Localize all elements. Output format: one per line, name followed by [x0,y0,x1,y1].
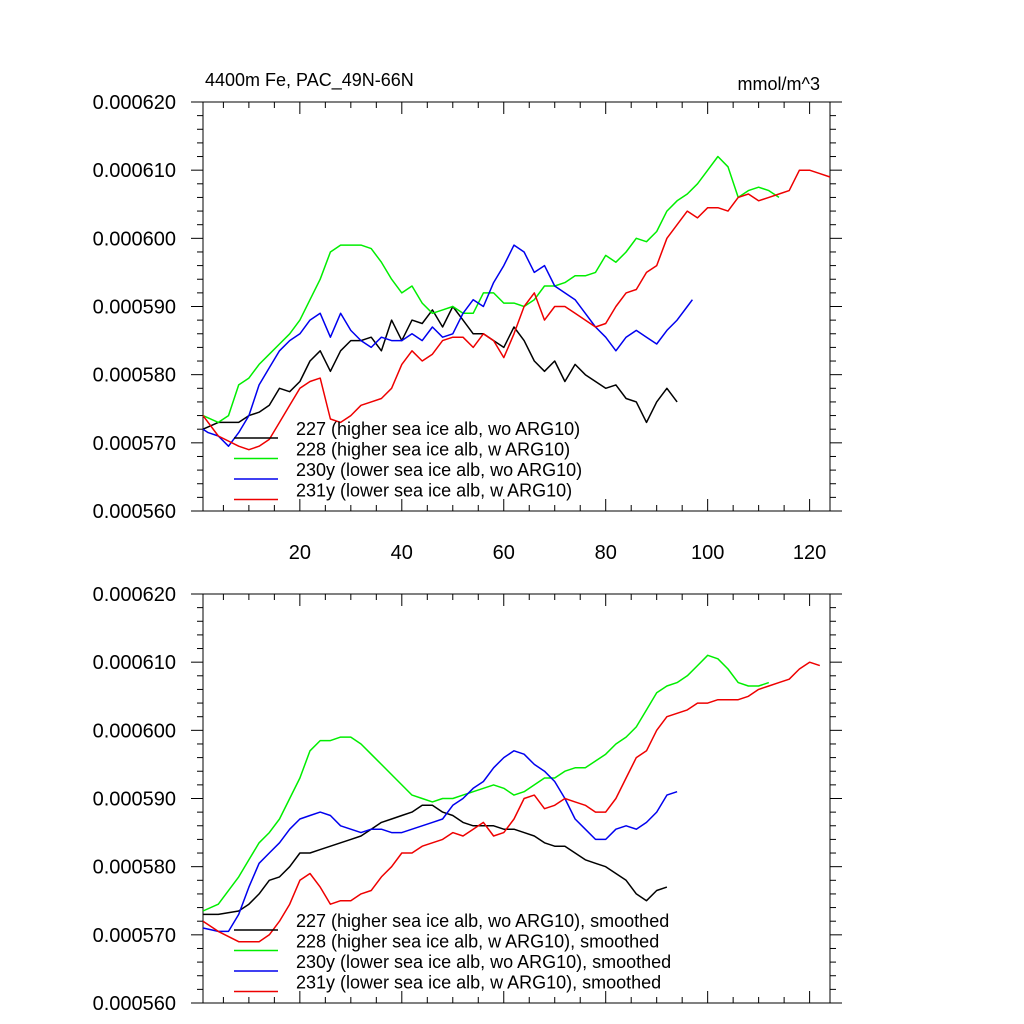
x-tick-label: 100 [691,542,724,564]
y-tick-label: 0.000590 [93,297,176,319]
series-line [202,750,678,933]
bottom-panel: 0.000560 0.000570 0.000580 0.000590 0.000600… [93,584,842,1015]
y-tick-label: 0.000570 [93,433,176,455]
y-tick-label: 0.000600 [93,228,176,250]
x-tick-label: 40 [391,542,413,564]
legend-label: 230y (lower sea ice alb, wo ARG10) [296,460,582,480]
y-tick-label: 0.000570 [93,925,176,947]
legend-label: 228 (higher sea ice alb, w ARG10) [296,440,570,460]
series-line [202,305,678,430]
x-tick-label: 20 [289,542,311,564]
x-tick-label: 80 [595,542,617,564]
y-tick-label: 0.000560 [93,993,176,1015]
y-tick-label: 0.000580 [93,857,176,879]
series-line [202,169,831,451]
legend-label: 227 (higher sea ice alb, wo ARG10), smoo… [296,911,669,931]
y-tick-label: 0.000610 [93,160,176,182]
legend-label: 231y (lower sea ice alb, w ARG10), smoot… [296,973,661,993]
x-tick-label: 120 [793,542,826,564]
y-tick-label: 0.000620 [93,92,176,114]
y-tick-label: 0.000610 [93,652,176,674]
top-panel: 20 40 60 80 100 120 0.000560 0.000570 0.000580 0.… [93,70,842,564]
y-tick-label: 0.000560 [93,501,176,523]
series-line [202,244,694,447]
x-tick-label: 60 [493,542,515,564]
legend-label: 227 (higher sea ice alb, wo ARG10) [296,419,580,439]
series-line [203,804,668,916]
legend-label: 230y (lower sea ice alb, wo ARG10), smoo… [296,952,671,972]
y-tick-label: 0.000600 [93,720,176,742]
series-line [202,661,821,943]
chart-title: 4400m Fe, PAC_49N-66N [205,70,414,91]
legend-label: 231y (lower sea ice alb, w ARG10) [296,481,572,501]
y-tick-label: 0.000580 [93,365,176,387]
series-line [202,155,780,424]
series-line [202,654,770,912]
legend-label: 228 (higher sea ice alb, w ARG10), smoot… [296,932,659,952]
units-label: mmol/m^3 [738,74,820,94]
y-tick-label: 0.000590 [93,789,176,811]
y-tick-label: 0.000620 [93,584,176,606]
